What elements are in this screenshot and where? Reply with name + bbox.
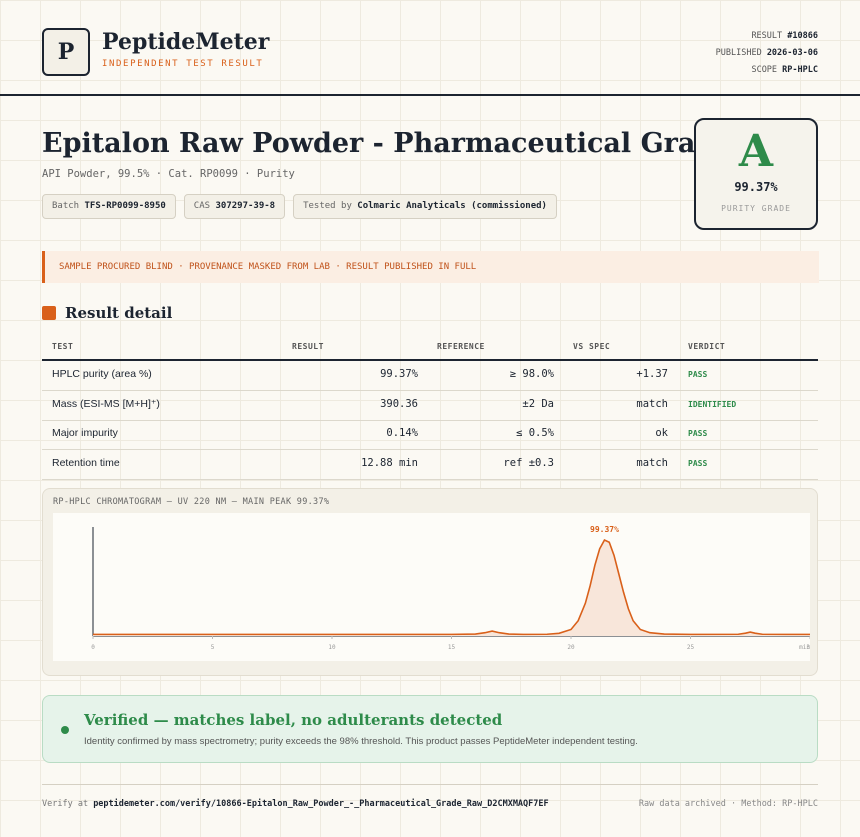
table-cell: match — [636, 397, 668, 410]
meta-row: SCOPE RP-HPLC — [716, 62, 818, 79]
meta-row: PUBLISHED 2026-03-06 — [716, 45, 818, 62]
column-header: RESULT — [292, 342, 324, 351]
x-tick-label: 25 — [687, 644, 695, 651]
row-rule — [42, 478, 818, 480]
chart: 0 5 10 15 20 25 30min 99.37% — [53, 513, 810, 661]
verdict-box — [42, 695, 818, 763]
peak-area — [93, 540, 810, 636]
logo-box: P — [42, 28, 90, 76]
chip: Tested by Colmaric Analyticals (commissi… — [293, 194, 557, 219]
chromatogram-line — [93, 539, 810, 636]
chip-value: Colmaric Analyticals (commissioned) — [357, 201, 547, 211]
meta-row: RESULT #10866 — [716, 28, 818, 45]
table-cell: ok — [655, 427, 668, 439]
verdict-cell: PASS — [688, 458, 708, 468]
table-cell: ref ±0.3 — [503, 456, 554, 469]
x-tick-label: 0 — [91, 644, 95, 651]
chip: CAS 307297-39-8 — [183, 194, 286, 219]
grade-value: 99.37% — [734, 180, 778, 194]
chip: Batch TFS-RP0099-8950 — [42, 194, 176, 219]
grade-letter: A — [738, 126, 774, 177]
notice: SAMPLE PROCURED BLIND · PROVENANCE MASKE… — [42, 251, 819, 283]
meta-value: 2026-03-06 — [766, 48, 818, 58]
meta: RESULT #10866 PUBLISHED 2026-03-06 SCOPE R… — [716, 28, 818, 79]
grade-box: A 99.37% PURITY GRADE — [694, 118, 818, 230]
row-rule — [42, 449, 818, 450]
footer-rule — [42, 784, 818, 785]
table-cell: Retention time — [52, 456, 120, 469]
table-cell: +1.37 — [636, 368, 668, 380]
column-header: VERDICT — [688, 342, 726, 351]
table-cell: 99.37% — [380, 368, 418, 380]
header-rule — [0, 94, 860, 96]
chip-value: 307297-39-8 — [215, 201, 276, 211]
x-tick-label: 30 — [806, 644, 810, 651]
table-cell: 390.36 — [380, 397, 418, 410]
verify-label: Verify at — [42, 799, 89, 809]
table-cell: ±2 Da — [522, 397, 554, 410]
chart-title: RP-HPLC CHROMATOGRAM — UV 220 NM — MAIN … — [53, 497, 330, 507]
x-axis-label: min — [799, 644, 810, 651]
verdict-cell: IDENTIFIED — [688, 399, 737, 409]
chip-label: CAS — [193, 201, 211, 211]
meta-value: RP-HPLC — [782, 65, 818, 75]
chips: Batch TFS-RP0099-8950 CAS 307297-39-8 Test… — [42, 194, 557, 219]
row-rule — [42, 419, 818, 421]
meta-value: #10866 — [787, 31, 818, 41]
table-cell: ≥ 98.0% — [509, 368, 554, 380]
logo: P — [57, 39, 75, 65]
verdict-title: Verified — matches label, no adulterants… — [84, 711, 503, 729]
chip-label: Batch — [52, 201, 80, 211]
x-tick-label: 20 — [567, 644, 575, 651]
verdict-cell: PASS — [688, 370, 708, 379]
meta-label: RESULT — [751, 31, 783, 41]
footer-verify: Verify at peptidemeter.com/verify/10866-… — [42, 799, 549, 809]
tagline: INDEPENDENT TEST RESULT — [102, 59, 264, 69]
chip-label: Tested by — [303, 201, 352, 211]
table-cell: 0.14% — [386, 427, 418, 439]
row-rule — [42, 390, 818, 391]
x-tick-label: 10 — [328, 644, 336, 651]
verify-url[interactable]: peptidemeter.com/verify/10866-Epitalon_R… — [93, 799, 549, 809]
verdict-cell: PASS — [688, 429, 708, 438]
section-title: Result detail — [65, 304, 173, 322]
peak-annotation: 99.37% — [590, 525, 619, 534]
meta-label: SCOPE — [751, 65, 778, 75]
table-cell: 12.88 min — [361, 456, 418, 469]
table-header-rule — [42, 359, 818, 361]
table-cell: match — [636, 456, 668, 469]
product-subtitle: API Powder, 99.5% · Cat. RP0099 · Purity — [42, 168, 295, 180]
product-title: Epitalon Raw Powder - Pharmaceutical Gra… — [42, 128, 732, 159]
column-header: VS SPEC — [573, 342, 611, 351]
x-tick-label: 5 — [211, 644, 215, 651]
x-tick-label: 15 — [448, 644, 456, 651]
section-marker — [42, 306, 56, 320]
chip-value: TFS-RP0099-8950 — [84, 201, 166, 211]
verdict-dot — [61, 726, 69, 734]
table-cell: Mass (ESI-MS [M+H]⁺) — [52, 397, 160, 410]
footer-note: Raw data archived · Method: RP-HPLC — [638, 799, 818, 809]
column-header: TEST — [52, 342, 74, 351]
grade-label: PURITY GRADE — [721, 204, 791, 213]
table-cell: ≤ 0.5% — [516, 427, 554, 439]
brand: PeptideMeter — [102, 29, 270, 55]
table-cell: Major impurity — [52, 427, 118, 439]
column-header: REFERENCE — [437, 342, 485, 351]
verdict-text: Identity confirmed by mass spectrometry;… — [84, 736, 638, 747]
meta-label: PUBLISHED — [715, 48, 762, 58]
table-cell: HPLC purity (area %) — [52, 368, 152, 380]
